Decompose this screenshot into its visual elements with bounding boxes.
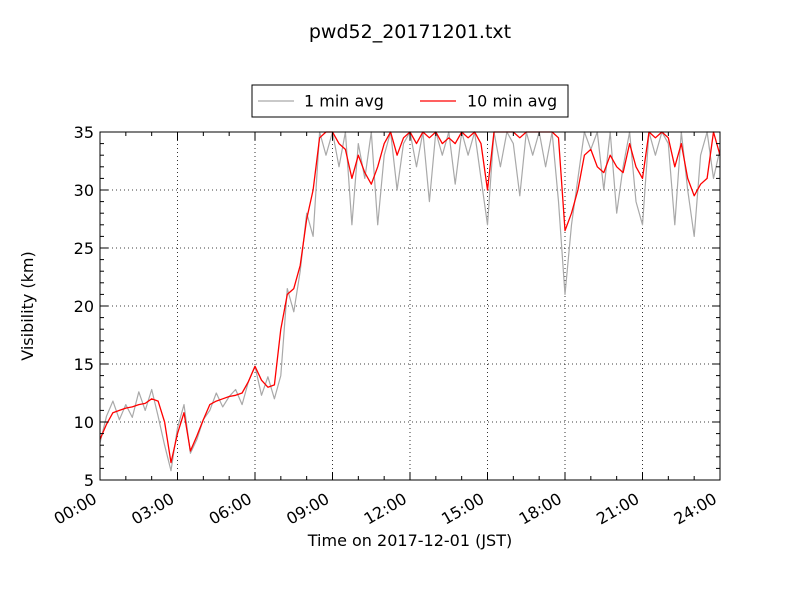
y-axis-label: Visibility (km) <box>18 251 37 360</box>
plot-area <box>99 131 721 472</box>
y-tick-label: 15 <box>74 355 94 374</box>
axis-ticks <box>99 131 721 481</box>
legend-box <box>251 84 569 118</box>
legend-label-1min: 1 min avg <box>304 92 384 111</box>
y-tick-label: 25 <box>74 239 94 258</box>
x-tick-label: 18:00 <box>516 489 565 529</box>
y-tick-label: 35 <box>74 123 94 142</box>
grid <box>99 131 721 481</box>
x-axis-label: Time on 2017-12-01 (JST) <box>307 531 512 550</box>
x-tick-label: 00:00 <box>51 489 100 529</box>
x-tick-label: 21:00 <box>593 489 642 529</box>
legend-label-10min: 10 min avg <box>467 92 557 111</box>
y-tick-label: 30 <box>74 181 94 200</box>
x-tick-label: 24:00 <box>671 489 720 529</box>
x-tick-label: 03:00 <box>128 489 177 529</box>
chart-title: pwd52_20171201.txt <box>309 21 511 43</box>
series-10min-line <box>99 131 721 464</box>
y-tick-label: 20 <box>74 297 94 316</box>
legend: 1 min avg 10 min avg <box>251 84 569 118</box>
y-tick-label: 10 <box>74 413 94 432</box>
y-tick-labels: 5 10 15 20 25 30 35 <box>74 123 94 490</box>
x-tick-label: 15:00 <box>438 489 487 529</box>
x-tick-label: 09:00 <box>283 489 332 529</box>
y-tick-label: 5 <box>84 471 94 490</box>
series-1min-line <box>99 131 721 472</box>
x-tick-label: 12:00 <box>361 489 410 529</box>
x-tick-label: 06:00 <box>206 489 255 529</box>
x-tick-labels: 00:00 03:00 06:00 09:00 12:00 15:00 18:00 21:00… <box>51 489 720 529</box>
